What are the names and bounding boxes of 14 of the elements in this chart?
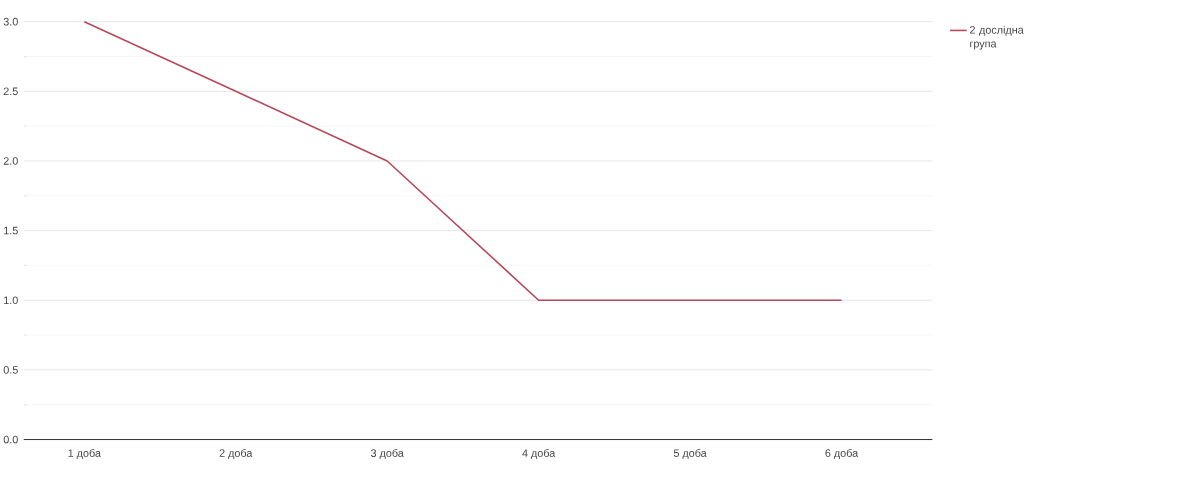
x-tick-label: 2 доба <box>219 448 253 460</box>
y-tick-label: 1.0 <box>4 296 18 305</box>
legend-label: 2 дослідна група <box>969 25 1024 50</box>
x-tick-label: 1 доба <box>68 448 101 460</box>
y-tick-label: 2.0 <box>3 157 18 165</box>
x-tick-label: 3 доба <box>370 448 404 460</box>
y-tick-label: 3.0 <box>3 17 18 26</box>
x-tick-label: 5 доба <box>673 448 707 460</box>
y-tick-label: 0.5 <box>3 366 18 374</box>
y-tick-label: 1.5 <box>4 226 18 235</box>
y-tick-label: 0.0 <box>3 435 18 444</box>
y-tick-label: 2.5 <box>3 87 18 96</box>
x-tick-label: 6 доба <box>825 448 859 460</box>
x-tick-label: 4 доба <box>522 448 556 460</box>
